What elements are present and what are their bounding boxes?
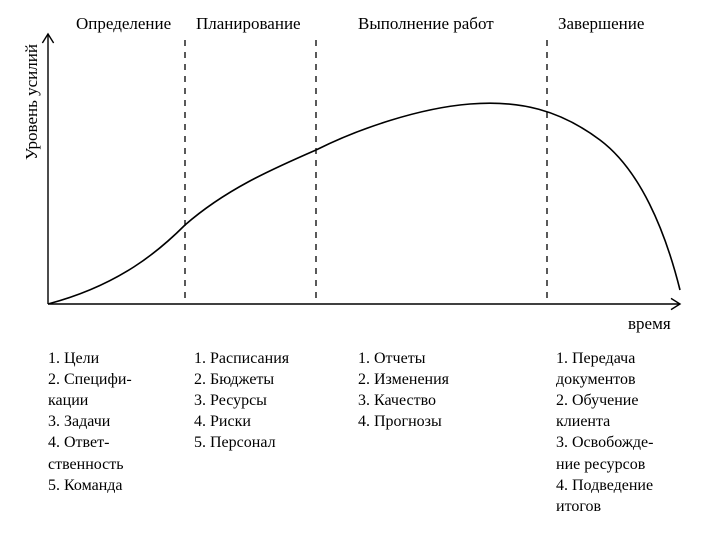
phase-item: 4. Подведение [556, 475, 653, 496]
phase-item: 2. Бюджеты [194, 369, 289, 390]
phase-item: клиента [556, 411, 653, 432]
phase-item: 3. Задачи [48, 411, 132, 432]
phase-item: 4. Прогнозы [358, 411, 449, 432]
phase-item: документов [556, 369, 653, 390]
phase-item: 1. Отчеты [358, 348, 449, 369]
phase-item: 1. Цели [48, 348, 132, 369]
phase-item: 4. Риски [194, 411, 289, 432]
phase-item: 4. Ответ- [48, 432, 132, 453]
phase-item: 5. Персонал [194, 432, 289, 453]
phase-item: 2. Специфи- [48, 369, 132, 390]
project-lifecycle-diagram: Уровень усилий время Определение Планиров… [0, 0, 711, 554]
x-axis-label: время [628, 314, 671, 334]
phase-item: итогов [556, 496, 653, 517]
phase-items-3: 1. Передачадокументов2. Обучениеклиента3… [556, 348, 653, 517]
phase-item: 3. Ресурсы [194, 390, 289, 411]
phase-item: ственность [48, 454, 132, 475]
phase-item: 5. Команда [48, 475, 132, 496]
phase-label-3: Завершение [558, 14, 644, 34]
chart-svg [0, 0, 711, 340]
y-axis-label: Уровень усилий [22, 44, 42, 160]
phase-label-2: Выполнение работ [358, 14, 494, 34]
phase-items-1: 1. Расписания2. Бюджеты3. Ресурсы4. Риск… [194, 348, 289, 454]
phase-item: ние ресурсов [556, 454, 653, 475]
phase-item: 1. Расписания [194, 348, 289, 369]
phase-item: кации [48, 390, 132, 411]
phase-items-0: 1. Цели2. Специфи-кации3. Задачи4. Ответ… [48, 348, 132, 496]
phase-item: 3. Освобожде- [556, 432, 653, 453]
phase-label-0: Определение [76, 14, 171, 34]
phase-items-2: 1. Отчеты2. Изменения3. Качество4. Прогн… [358, 348, 449, 432]
phase-item: 3. Качество [358, 390, 449, 411]
phase-item: 1. Передача [556, 348, 653, 369]
phase-label-1: Планирование [196, 14, 301, 34]
phase-item: 2. Изменения [358, 369, 449, 390]
phase-item: 2. Обучение [556, 390, 653, 411]
